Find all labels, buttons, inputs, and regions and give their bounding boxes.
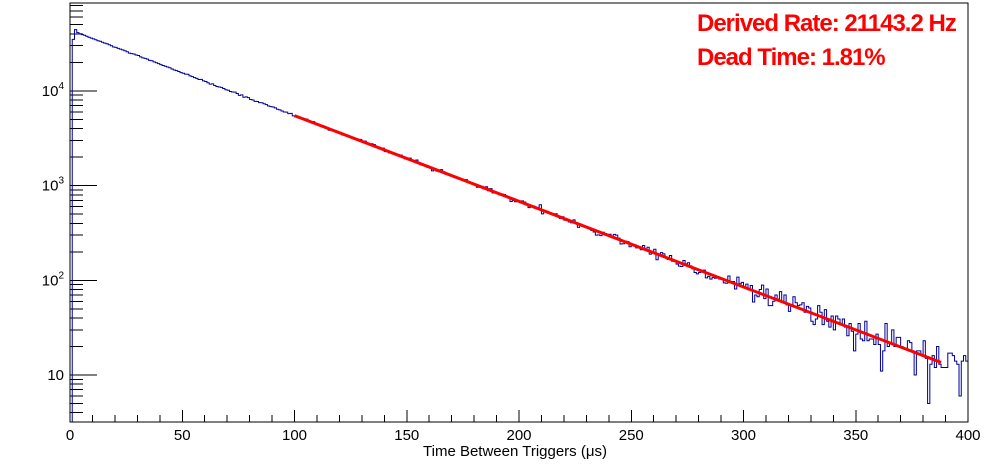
x-tick-label: 250 xyxy=(619,427,644,444)
x-tick-label: 50 xyxy=(174,427,191,444)
y-tick-label: 102 xyxy=(42,270,65,289)
x-tick-label: 100 xyxy=(282,427,307,444)
axis-tick-labels: 0 50 100 150 200 250 300 350 400 10 102 103 104 xyxy=(42,81,981,444)
dead-time-text: Dead Time: 1.81% xyxy=(697,44,886,71)
x-tick-label: 150 xyxy=(394,427,419,444)
y-tick-label: 10 xyxy=(47,367,64,384)
x-tick-label: 400 xyxy=(955,427,980,444)
stats-annotation: Derived Rate: 21143.2 Hz Dead Time: 1.81… xyxy=(697,7,957,75)
y-tick-label: 103 xyxy=(42,176,65,195)
x-tick-label: 300 xyxy=(731,427,756,444)
x-tick-label: 350 xyxy=(843,427,868,444)
x-tick-label: 200 xyxy=(506,427,531,444)
fit-line xyxy=(293,114,942,364)
x-tick-label: 0 xyxy=(66,427,74,444)
plot-frame xyxy=(69,2,969,423)
y-tick-label: 104 xyxy=(42,81,65,100)
derived-rate-text: Derived Rate: 21143.2 Hz xyxy=(697,10,957,37)
histogram-series xyxy=(71,29,968,422)
x-axis-title: Time Between Triggers (μs) xyxy=(423,443,607,460)
